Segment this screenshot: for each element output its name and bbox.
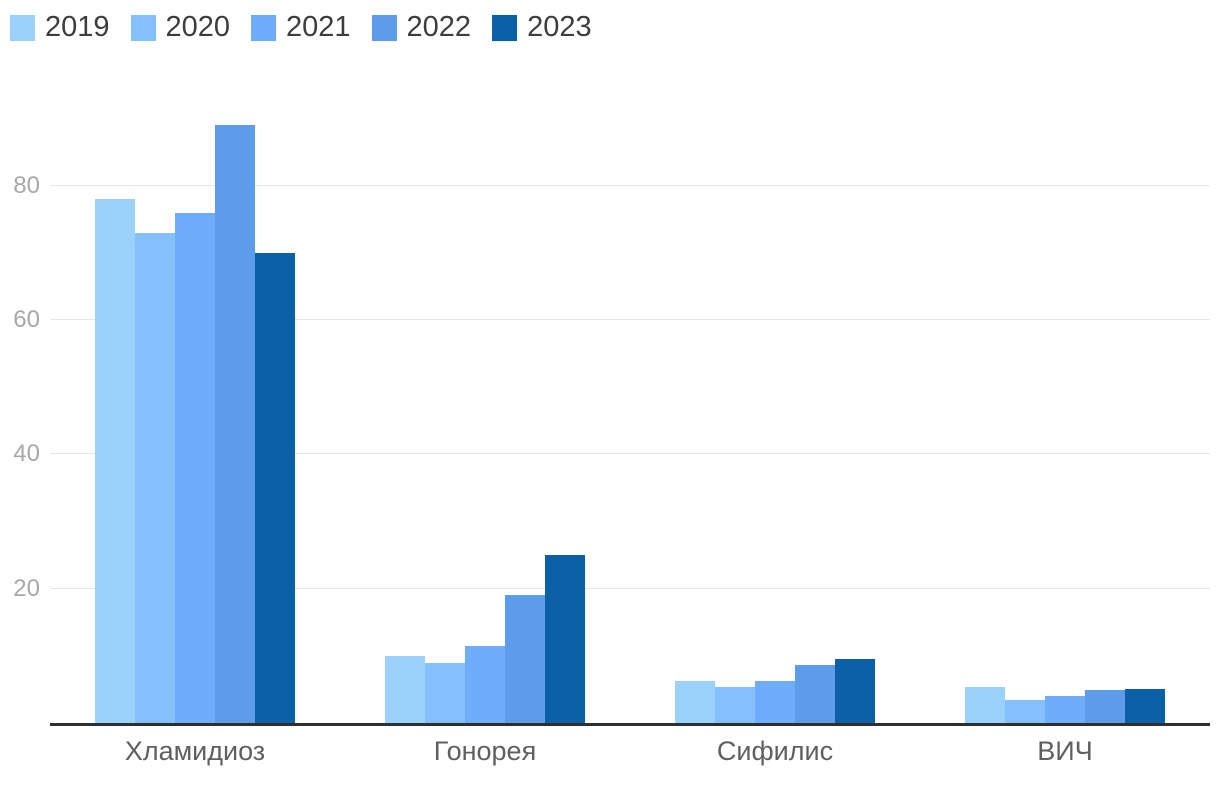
bar-ВИЧ-2019[interactable] <box>965 687 1005 723</box>
legend-label: 2022 <box>406 11 472 43</box>
gridline <box>50 319 1210 321</box>
bar-Сифилис-2020[interactable] <box>715 687 755 723</box>
bar-Хламидиоз-2021[interactable] <box>175 212 215 723</box>
y-axis-tick-label: 40 <box>13 440 40 468</box>
bar-Сифилис-2019[interactable] <box>675 680 715 723</box>
legend: 2019 2020 2021 2022 2023 <box>10 13 592 42</box>
bar-ВИЧ-2023[interactable] <box>1125 689 1165 723</box>
legend-label: 2023 <box>527 11 592 43</box>
legend-swatch-icon <box>371 14 397 41</box>
bar-Гонорея-2019[interactable] <box>385 655 425 723</box>
bar-Сифилис-2021[interactable] <box>755 680 795 723</box>
bar-group-ВИЧ <box>920 85 1210 723</box>
legend-item-2019[interactable]: 2019 <box>10 13 110 42</box>
y-axis-tick-label: 80 <box>13 171 40 199</box>
legend-swatch-icon <box>10 14 35 41</box>
bar-Хламидиоз-2020[interactable] <box>135 232 175 723</box>
bar-group-Гонорея <box>340 85 630 723</box>
bar-Сифилис-2023[interactable] <box>835 658 875 723</box>
legend-item-2022[interactable]: 2022 <box>371 11 472 43</box>
y-axis-tick-label: 20 <box>13 574 40 602</box>
bar-Хламидиоз-2019[interactable] <box>95 199 135 723</box>
x-axis-category-label: Гонорея <box>433 736 537 766</box>
plot-area <box>50 85 1210 726</box>
x-axis-category-label: Сифилис <box>716 736 834 766</box>
bar-Сифилис-2022[interactable] <box>795 664 835 723</box>
bar-groups <box>50 85 1210 723</box>
bar-Хламидиоз-2023[interactable] <box>255 252 295 723</box>
bar-Хламидиоз-2022[interactable] <box>215 125 255 723</box>
bar-Гонорея-2021[interactable] <box>465 645 505 723</box>
legend-item-2021[interactable]: 2021 <box>251 13 351 42</box>
bar-Гонорея-2023[interactable] <box>545 555 585 723</box>
legend-label: 2019 <box>45 11 110 43</box>
gridline <box>50 453 1210 455</box>
gridline <box>50 184 1210 186</box>
x-axis-labels: Хламидиоз Гонорея Сифилис ВИЧ <box>50 738 1210 765</box>
y-axis-tick-label: 60 <box>13 306 40 334</box>
bar-ВИЧ-2022[interactable] <box>1085 690 1125 723</box>
bar-ВИЧ-2021[interactable] <box>1045 696 1085 723</box>
legend-label: 2021 <box>286 11 351 43</box>
bar-Гонорея-2022[interactable] <box>505 595 545 723</box>
legend-item-2020[interactable]: 2020 <box>130 11 231 43</box>
legend-item-2023[interactable]: 2023 <box>492 13 592 42</box>
bar-Гонорея-2020[interactable] <box>425 662 465 723</box>
legend-label: 2020 <box>165 11 231 43</box>
bar-group-Хламидиоз <box>50 85 340 723</box>
gridline <box>50 587 1210 589</box>
bar-ВИЧ-2020[interactable] <box>1005 699 1045 723</box>
legend-swatch-icon <box>251 14 277 41</box>
legend-swatch-icon <box>130 14 156 41</box>
x-axis-category-label: ВИЧ <box>1037 736 1093 766</box>
bar-group-Сифилис <box>630 85 920 723</box>
y-axis: 20 40 60 80 <box>0 85 40 723</box>
legend-swatch-icon <box>492 14 518 41</box>
x-axis-category-label: Хламидиоз <box>124 736 266 766</box>
